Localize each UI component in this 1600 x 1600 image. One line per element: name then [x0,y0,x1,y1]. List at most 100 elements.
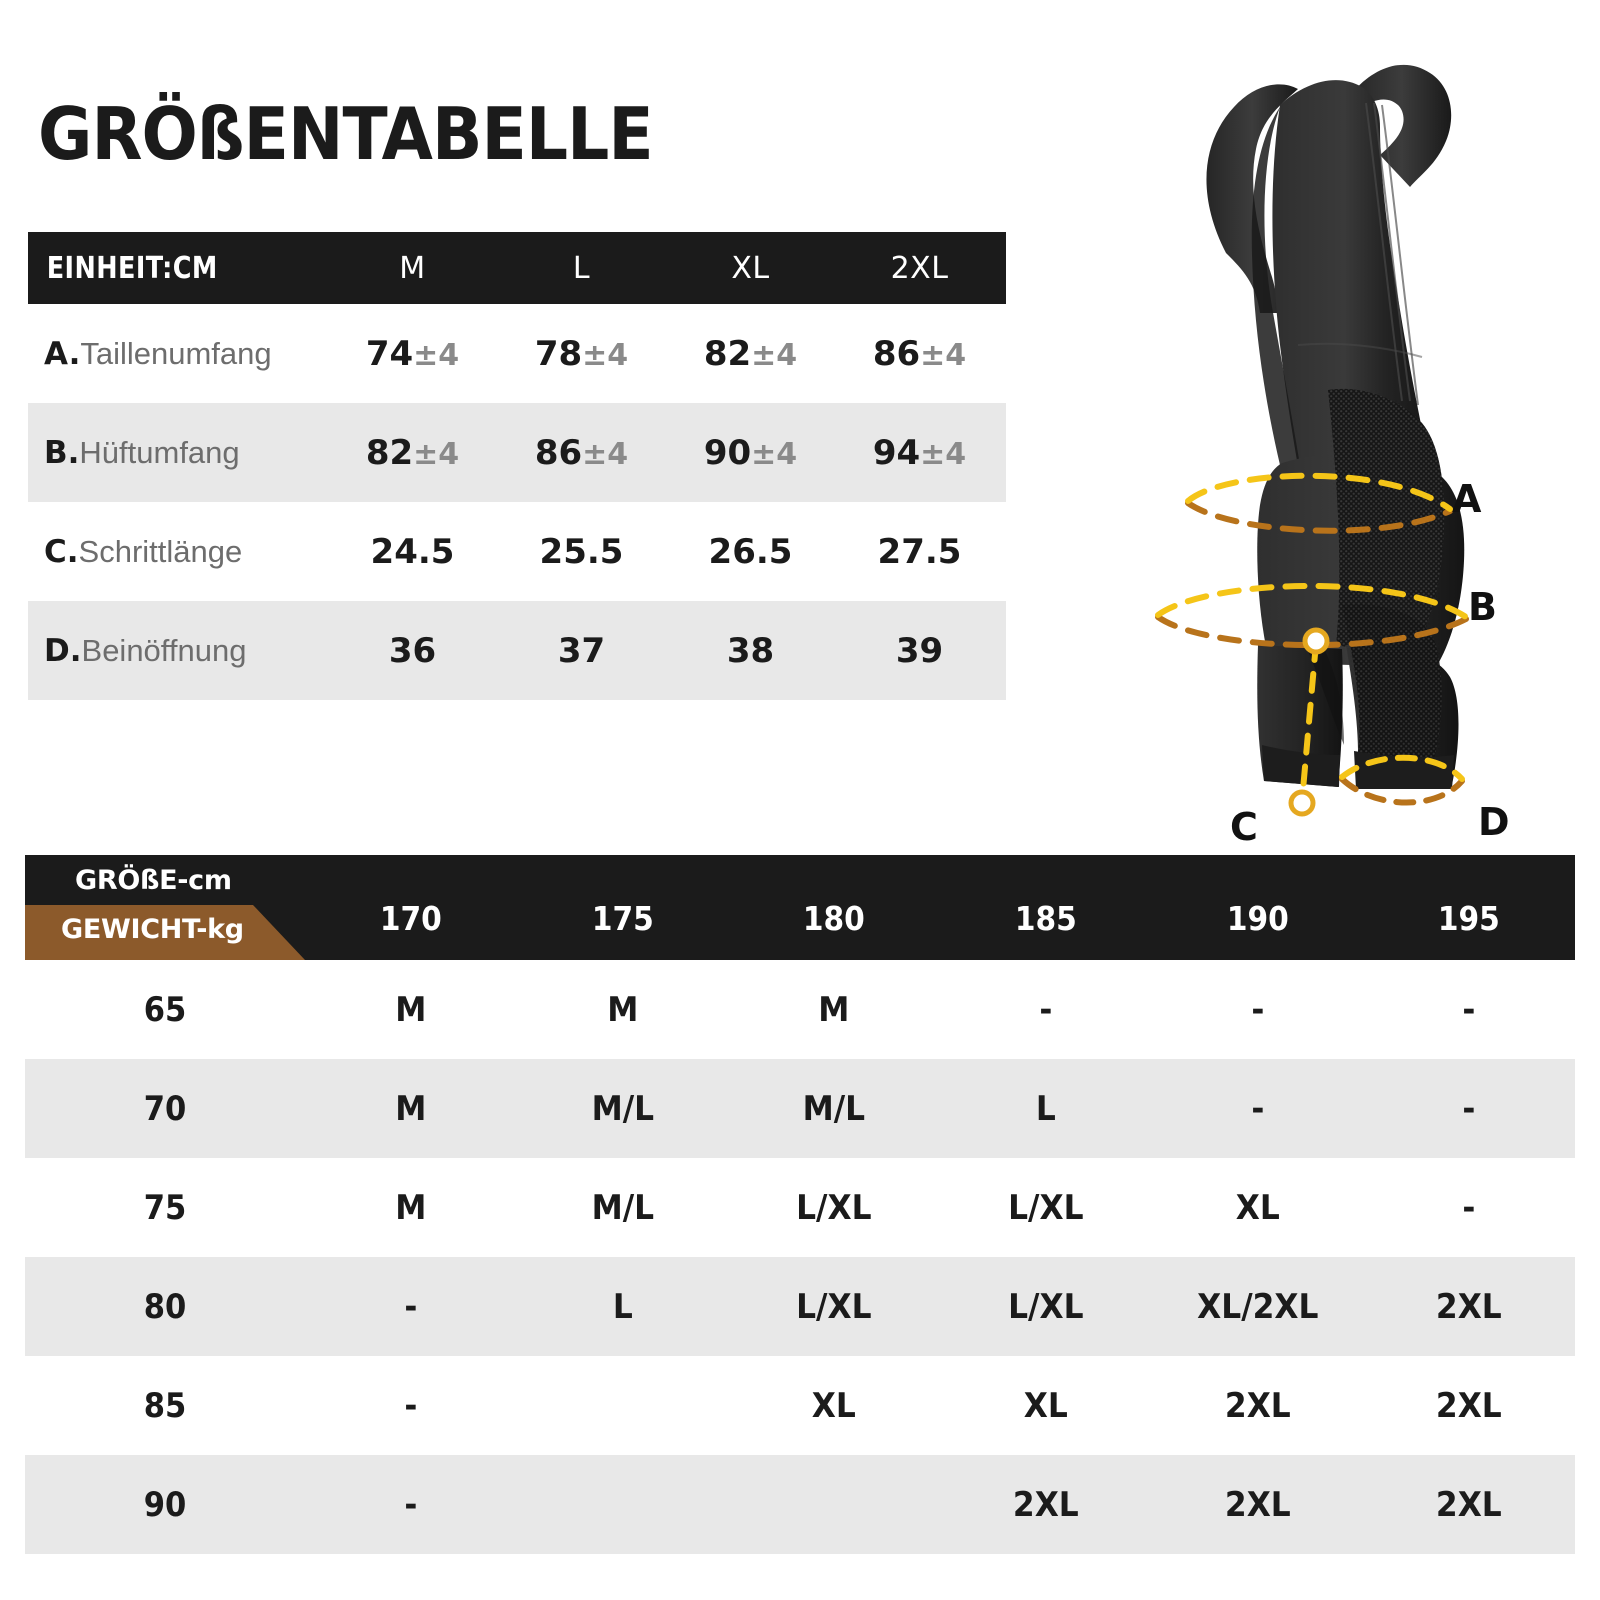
size-cell-90-180 [737,1485,932,1525]
header-size-2xl: 2XL [890,250,949,286]
table-row: C.Schrittlänge 24.5 25.5 26.5 27.5 [28,502,1006,601]
height-header-195: 195 [1438,899,1501,938]
marker-label-c: C [1230,805,1258,849]
height-header-190: 190 [1226,899,1289,938]
size-table-header: GRÖßE-cm GEWICHT-kg 170 175 180 185 190 … [25,855,1575,960]
size-cell-65-170: M [395,989,427,1030]
size-cell-85-180: XL [812,1385,857,1426]
size-cell-85-190: 2XL [1224,1385,1291,1426]
table-row: 80 - L L/XL L/XL XL/2XL 2XL [25,1257,1575,1356]
right-strap [1352,64,1452,187]
size-cell-75-170: M [395,1187,427,1228]
size-cell-85-175 [525,1386,720,1426]
page-title: GRÖßENTABELLE [38,92,654,176]
header-unit: EINHEIT:CM [46,250,218,286]
size-cell-70-190: - [1251,1088,1265,1129]
size-cell-75-175: M/L [591,1187,654,1228]
row-key-c: C. [44,533,79,570]
height-header-170: 170 [379,899,442,938]
size-cell-70-180: M/L [802,1088,866,1129]
size-cell-65-195: - [1462,989,1476,1030]
cell-a-m: 74±4 [365,333,460,374]
size-cell-75-190: XL [1235,1187,1280,1228]
size-cell-90-175 [525,1485,720,1525]
table-row: 65 M M M - - - [25,960,1575,1059]
size-recommendation-table: GRÖßE-cm GEWICHT-kg 170 175 180 185 190 … [25,855,1575,1554]
height-header-180: 180 [803,899,866,938]
measure-line-c [1299,640,1319,804]
measure-line-a-front [1185,472,1453,512]
height-header-185: 185 [1014,899,1077,938]
table-row: 70 M M/L M/L L - - [25,1059,1575,1158]
header-size-m: M [399,250,426,286]
weight-cell-75: 75 [143,1187,187,1228]
table-row: 85 - XL XL 2XL 2XL [25,1356,1575,1455]
cell-a-l: 78±4 [534,333,629,374]
row-text-d: Beinöffnung [81,632,247,668]
measure-line-d-front [1339,754,1465,782]
bib-shorts-graphic [1155,64,1469,817]
size-cell-80-185: L/XL [1008,1286,1084,1327]
cell-d-2xl: 39 [895,630,944,671]
size-cell-80-195: 2XL [1436,1286,1503,1327]
size-cell-80-180: L/XL [796,1286,872,1327]
row-key-d: D. [44,632,82,669]
measurement-table: EINHEIT:CM M L XL 2XL A.Taillenumfang 74… [28,232,1006,700]
cell-a-xl: 82±4 [703,333,798,374]
marker-label-b: B [1468,585,1497,629]
measure-line-d-back [1339,776,1465,806]
height-header-175: 175 [591,899,654,938]
measure-point-c-bottom [1288,789,1316,817]
corner-brown-band [25,905,305,960]
marker-label-d: D [1478,800,1510,844]
bib-upper [1272,80,1432,489]
row-text-a: Taillenumfang [80,335,272,371]
size-cell-80-175: L [612,1286,633,1327]
height-headers: 170 175 180 185 190 195 [305,855,1575,960]
left-leg-cuff [1262,745,1340,787]
row-key-b: B. [44,434,80,471]
row-label-a: A.Taillenumfang [28,336,328,372]
table-row: A.Taillenumfang 74±4 78±4 82±4 86±4 [28,304,1006,403]
corner-label-weight: GEWICHT-kg [61,914,244,945]
weight-cell-65: 65 [143,989,187,1030]
size-cell-85-195: 2XL [1436,1385,1503,1426]
table-row: B.Hüftumfang 82±4 86±4 90±4 94±4 [28,403,1006,502]
size-cell-90-190: 2XL [1224,1484,1291,1525]
weight-cell-85: 85 [143,1385,187,1426]
size-cell-90-170: - [404,1484,418,1525]
header-size-xl: XL [731,250,770,286]
measure-line-b-back [1155,614,1469,649]
size-cell-65-185: - [1039,989,1053,1030]
cell-a-2xl: 86±4 [872,333,967,374]
measure-line-a-back [1185,500,1453,534]
cell-c-l: 25.5 [539,531,624,572]
crotch-shadow [1308,641,1344,745]
cell-b-l: 86±4 [534,432,629,473]
size-cell-75-180: L/XL [796,1187,872,1228]
chest-seam [1297,342,1423,358]
measure-line-b-front [1155,583,1469,620]
weight-cell-70: 70 [143,1088,187,1129]
size-cell-70-170: M [395,1088,427,1129]
marker-label-a: A [1452,477,1482,521]
armhole-shadow [1251,107,1300,465]
cell-b-m: 82±4 [365,432,460,473]
cell-c-m: 24.5 [370,531,455,572]
cell-d-m: 36 [388,630,437,671]
seam-lines [1365,102,1419,406]
measurement-table-header: EINHEIT:CM M L XL 2XL [28,232,1006,304]
left-strap [1206,84,1298,313]
weight-cell-80: 80 [143,1286,187,1327]
cell-c-xl: 26.5 [708,531,793,572]
measure-point-c-top [1302,627,1330,655]
size-cell-65-180: M [818,989,850,1030]
cell-c-2xl: 27.5 [877,531,962,572]
size-cell-70-175: M/L [591,1088,654,1129]
size-cell-65-190: - [1251,989,1265,1030]
cell-b-xl: 90±4 [703,432,798,473]
size-cell-65-175: M [606,989,639,1030]
table-row: 90 - 2XL 2XL 2XL [25,1455,1575,1554]
product-illustration: A B C D [1130,45,1600,849]
